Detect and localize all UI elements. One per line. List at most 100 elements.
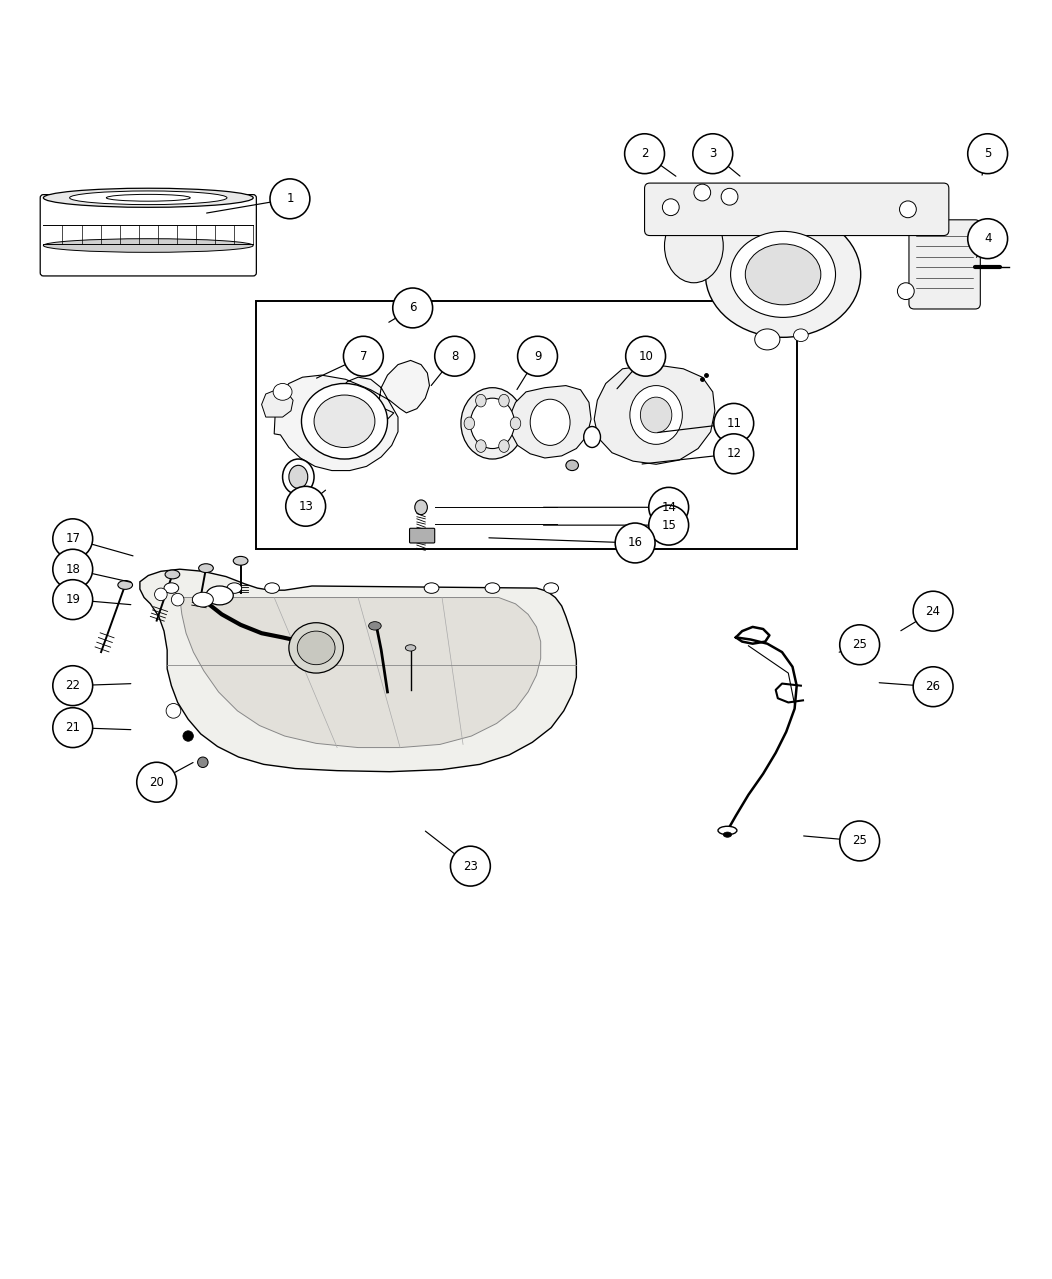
Ellipse shape [302, 384, 387, 459]
Circle shape [897, 283, 914, 299]
Polygon shape [262, 390, 294, 417]
Text: 18: 18 [65, 563, 80, 576]
Circle shape [518, 336, 558, 376]
Ellipse shape [43, 239, 254, 252]
Ellipse shape [265, 583, 280, 593]
Ellipse shape [106, 194, 190, 201]
Circle shape [615, 523, 655, 563]
Text: 15: 15 [662, 519, 676, 532]
Text: 12: 12 [726, 448, 742, 460]
Ellipse shape [464, 417, 474, 430]
Circle shape [270, 179, 310, 219]
Text: 16: 16 [628, 536, 643, 550]
FancyBboxPatch shape [645, 183, 949, 235]
Ellipse shape [193, 592, 214, 608]
Ellipse shape [227, 583, 242, 593]
Circle shape [913, 591, 953, 631]
Ellipse shape [43, 188, 254, 207]
Ellipse shape [69, 191, 227, 205]
Polygon shape [275, 361, 429, 471]
Ellipse shape [298, 631, 335, 665]
Text: 10: 10 [639, 349, 653, 363]
Circle shape [286, 486, 326, 526]
Circle shape [714, 403, 753, 444]
Circle shape [53, 579, 93, 619]
Text: 7: 7 [360, 349, 367, 363]
Circle shape [649, 487, 689, 527]
Polygon shape [180, 597, 541, 747]
Ellipse shape [164, 583, 179, 593]
Ellipse shape [199, 564, 214, 573]
Text: 2: 2 [641, 147, 648, 160]
Ellipse shape [206, 586, 234, 605]
Text: 6: 6 [409, 302, 417, 315]
Ellipse shape [118, 581, 133, 590]
Ellipse shape [754, 329, 780, 350]
Ellipse shape [544, 583, 559, 593]
Ellipse shape [485, 583, 500, 593]
Polygon shape [594, 365, 715, 464]
Ellipse shape [665, 210, 724, 283]
FancyBboxPatch shape [909, 220, 980, 310]
Ellipse shape [730, 231, 835, 317]
Ellipse shape [289, 466, 308, 489]
Ellipse shape [793, 329, 808, 341]
Ellipse shape [584, 426, 601, 448]
Circle shape [53, 707, 93, 747]
Circle shape [155, 588, 167, 601]
Circle shape [913, 666, 953, 707]
Circle shape [839, 821, 879, 861]
Ellipse shape [289, 623, 343, 673]
Circle shape [899, 201, 916, 217]
Text: 3: 3 [709, 147, 716, 160]
Ellipse shape [499, 394, 509, 407]
Text: 24: 24 [926, 605, 940, 618]
Ellipse shape [566, 460, 579, 471]
Ellipse shape [405, 645, 416, 651]
Text: 11: 11 [726, 417, 742, 430]
Circle shape [663, 198, 680, 216]
Circle shape [968, 134, 1008, 174]
Circle shape [649, 505, 689, 545]
Ellipse shape [719, 826, 736, 835]
Circle shape [714, 434, 753, 473]
Ellipse shape [724, 833, 731, 838]
Text: 25: 25 [852, 638, 867, 651]
Text: 26: 26 [926, 680, 940, 693]
Text: 20: 20 [149, 775, 164, 789]
Text: 23: 23 [463, 859, 478, 872]
Ellipse shape [274, 384, 292, 400]
Circle shape [434, 336, 474, 376]
FancyBboxPatch shape [40, 194, 257, 276]
Text: 13: 13 [298, 500, 313, 513]
Text: 8: 8 [451, 349, 459, 363]
Text: 5: 5 [984, 147, 991, 160]
FancyBboxPatch shape [409, 528, 434, 544]
Text: 9: 9 [533, 349, 542, 363]
Circle shape [722, 188, 737, 205]
Text: 14: 14 [662, 501, 676, 514]
Circle shape [626, 336, 666, 376]
Ellipse shape [499, 440, 509, 453]
Ellipse shape [510, 417, 521, 430]
Circle shape [839, 625, 879, 665]
Circle shape [392, 288, 432, 327]
Circle shape [625, 134, 665, 174]
Ellipse shape [165, 570, 180, 579]
Circle shape [343, 336, 383, 376]
Circle shape [137, 762, 177, 802]
Ellipse shape [706, 211, 861, 338]
Circle shape [694, 184, 711, 201]
Circle shape [171, 593, 184, 606]
Circle shape [53, 549, 93, 590]
Circle shape [183, 730, 194, 742]
Ellipse shape [745, 244, 821, 304]
Ellipse shape [234, 556, 248, 565]
Text: 4: 4 [984, 233, 991, 246]
Text: 22: 22 [65, 679, 80, 692]
Ellipse shape [461, 388, 524, 459]
Text: 19: 19 [65, 593, 80, 606]
Text: 17: 17 [65, 532, 80, 545]
Circle shape [693, 134, 732, 174]
Text: 25: 25 [852, 834, 867, 848]
